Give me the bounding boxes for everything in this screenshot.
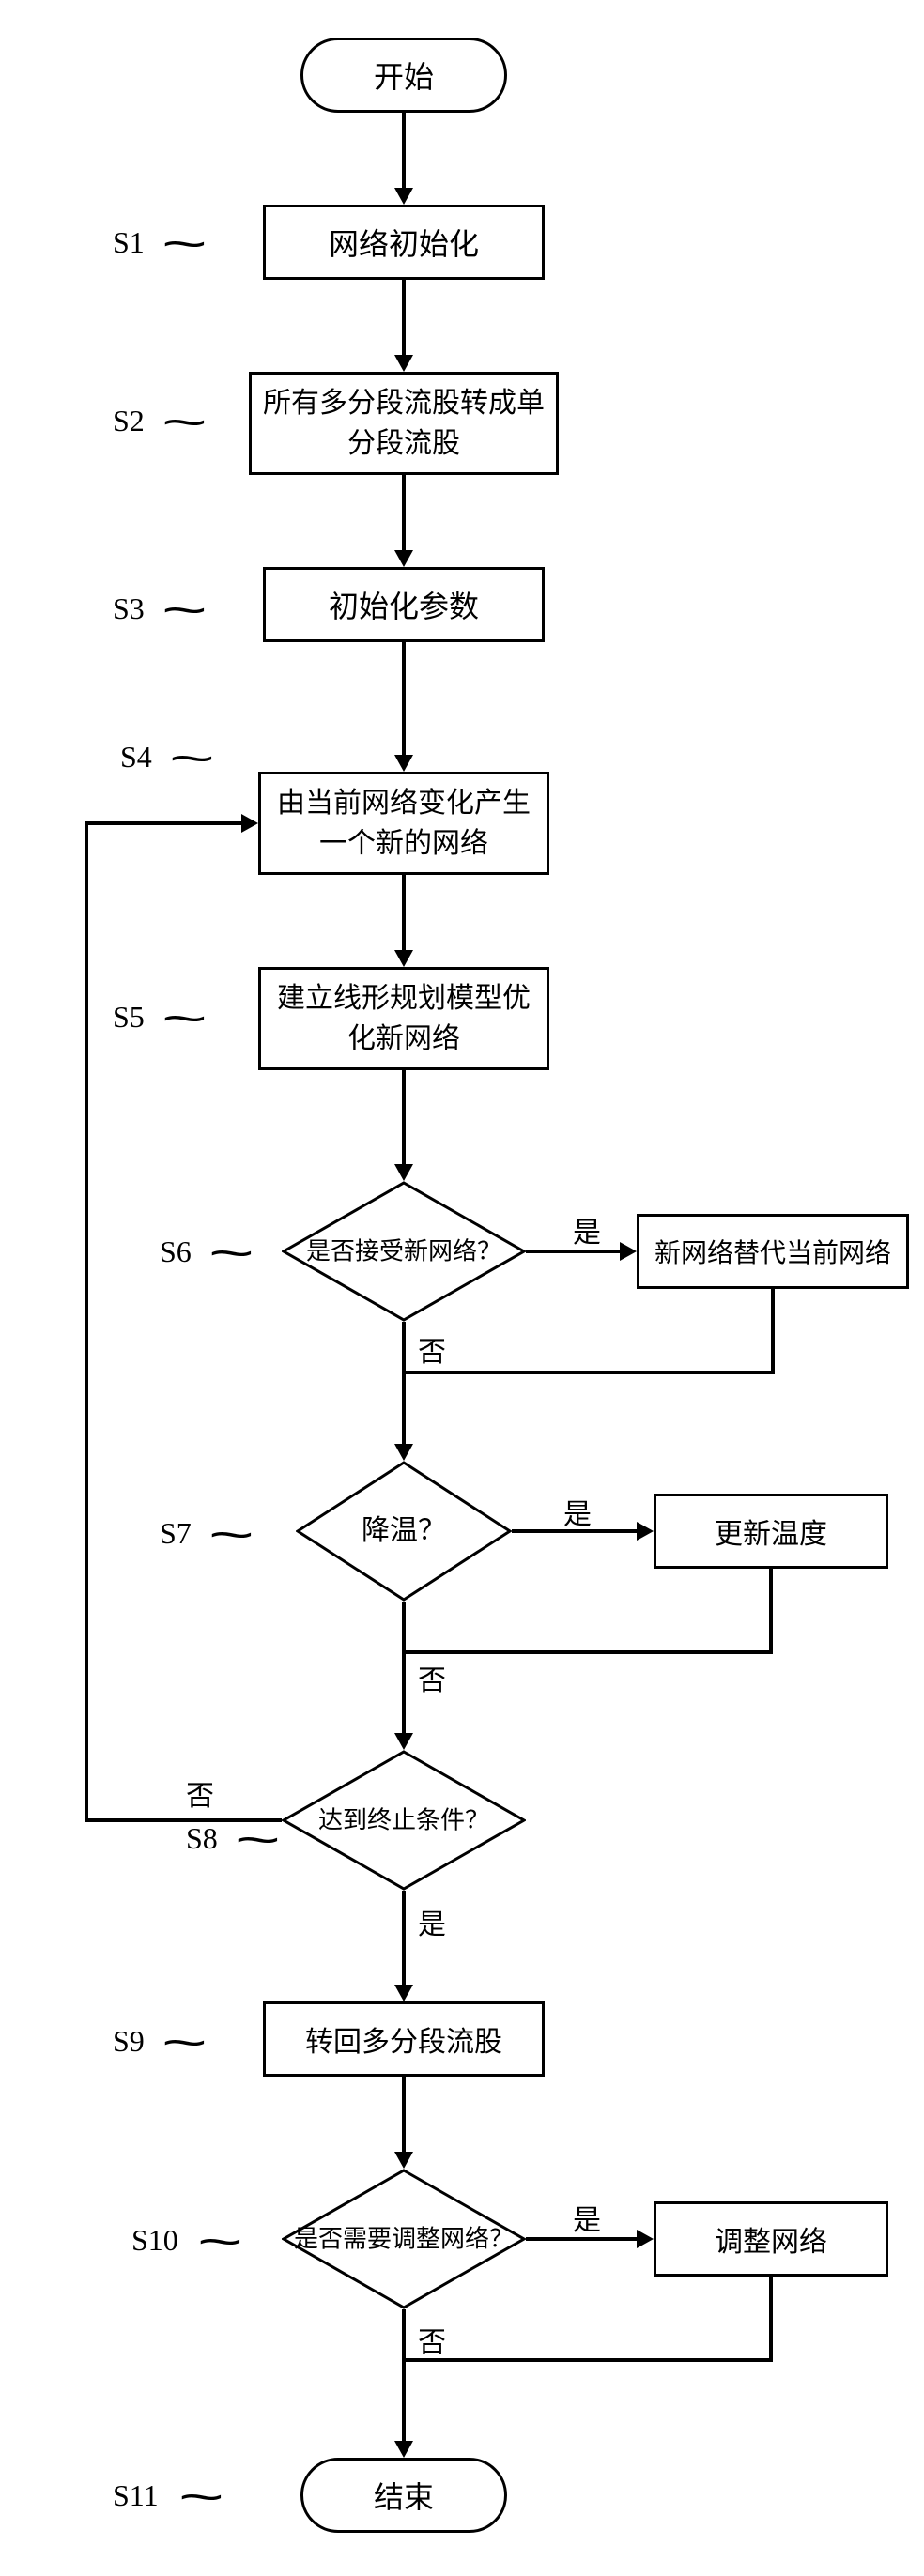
arrow-start-s1-head bbox=[394, 188, 413, 205]
s6r-node: 新网络替代当前网络 bbox=[637, 1214, 909, 1289]
arrow-s4-s5 bbox=[402, 875, 406, 950]
s7r-node: 更新温度 bbox=[654, 1494, 888, 1569]
s7r-return-h bbox=[406, 1650, 773, 1654]
s7-text: 降温？ bbox=[296, 1512, 512, 1551]
s8-loop-v bbox=[85, 823, 88, 1822]
s10r-return-h bbox=[406, 2358, 773, 2362]
s10r-text: 调整网络 bbox=[715, 2218, 827, 2260]
arrow-s1-s2-head bbox=[394, 355, 413, 372]
step-label-s4: S4 bbox=[120, 740, 152, 774]
s2-text: 所有多分段流股转成单分段流股 bbox=[259, 383, 548, 465]
s8-no-label: 否 bbox=[186, 1772, 214, 1814]
arrow-s2-s3-head bbox=[394, 550, 413, 567]
s3-node: 初始化参数 bbox=[263, 567, 545, 642]
end-text: 结束 bbox=[374, 2474, 434, 2517]
step-label-s8: S8 bbox=[186, 1821, 218, 1856]
s6-yes-label: 是 bbox=[573, 1209, 601, 1250]
arrow-s7-s8 bbox=[402, 1602, 406, 1733]
s10-yes-label: 是 bbox=[573, 2197, 601, 2238]
s8-yes-label: 是 bbox=[418, 1901, 446, 1942]
s10r-node: 调整网络 bbox=[654, 2201, 888, 2277]
arrow-s8-s9-head bbox=[394, 1985, 413, 2001]
s8-loop-head bbox=[241, 814, 258, 833]
start-text: 开始 bbox=[374, 54, 434, 97]
arrow-s5-s6 bbox=[402, 1070, 406, 1164]
arrow-s9-s10-head bbox=[394, 2152, 413, 2169]
tilde-s10: ~ bbox=[197, 2217, 243, 2270]
arrow-s7-yes bbox=[512, 1529, 637, 1533]
tilde-s4: ~ bbox=[169, 734, 215, 787]
s4-text: 由当前网络变化产生一个新的网络 bbox=[269, 783, 539, 865]
tilde-s6: ~ bbox=[208, 1229, 254, 1281]
s7r-return-v bbox=[769, 1569, 773, 1650]
arrow-s6-yes-head bbox=[620, 1242, 637, 1261]
step-label-s7: S7 bbox=[160, 1516, 192, 1551]
s4-node: 由当前网络变化产生一个新的网络 bbox=[258, 772, 549, 875]
s6r-return-h bbox=[406, 1371, 775, 1374]
s7-yes-label: 是 bbox=[563, 1491, 592, 1532]
tilde-s3: ~ bbox=[162, 586, 208, 638]
s9-node: 转回多分段流股 bbox=[263, 2001, 545, 2077]
arrow-s1-s2 bbox=[402, 280, 406, 355]
tilde-s2: ~ bbox=[162, 398, 208, 451]
s6r-return-v bbox=[771, 1289, 775, 1371]
s10r-return-v bbox=[769, 2277, 773, 2358]
s5-text: 建立线形规划模型优化新网络 bbox=[269, 978, 539, 1060]
step-label-s2: S2 bbox=[113, 404, 145, 438]
arrow-s7-s8-head bbox=[394, 1733, 413, 1750]
s10-node: 是否需要调整网络？ bbox=[282, 2169, 526, 2309]
s6-no-label: 否 bbox=[418, 1328, 446, 1370]
arrow-s6-s7-head bbox=[394, 1444, 413, 1461]
arrow-s6-yes bbox=[526, 1250, 620, 1253]
arrow-s2-s3 bbox=[402, 475, 406, 550]
s1-text: 网络初始化 bbox=[329, 221, 479, 264]
tilde-s1: ~ bbox=[162, 220, 208, 272]
tilde-s9: ~ bbox=[162, 2018, 208, 2071]
arrow-s5-s6-head bbox=[394, 1164, 413, 1181]
s7-no-label: 否 bbox=[418, 1657, 446, 1698]
s7-node: 降温？ bbox=[296, 1461, 512, 1602]
s6r-text: 新网络替代当前网络 bbox=[654, 1233, 891, 1270]
s8-text: 达到终止条件？ bbox=[282, 1803, 526, 1836]
tilde-s8: ~ bbox=[235, 1816, 281, 1868]
s3-text: 初始化参数 bbox=[329, 583, 479, 626]
arrow-s7-yes-head bbox=[637, 1522, 654, 1541]
step-label-s11: S11 bbox=[113, 2478, 159, 2513]
step-label-s1: S1 bbox=[113, 225, 145, 260]
s9-text: 转回多分段流股 bbox=[305, 2018, 502, 2060]
tilde-s11: ~ bbox=[178, 2473, 224, 2525]
step-label-s10: S10 bbox=[131, 2223, 178, 2258]
arrow-s9-s10 bbox=[402, 2077, 406, 2152]
s8-loop-h2 bbox=[85, 821, 241, 825]
flowchart-container: 开始 S1 ~ 网络初始化 S2 ~ 所有多分段流股转成单分段流股 S3 ~ 初… bbox=[0, 38, 924, 2538]
arrow-s8-s9 bbox=[402, 1891, 406, 1985]
s5-node: 建立线形规划模型优化新网络 bbox=[258, 967, 549, 1070]
arrow-s3-s4-head bbox=[394, 755, 413, 772]
arrow-s3-s4 bbox=[402, 642, 406, 755]
s10-text: 是否需要调整网络？ bbox=[282, 2222, 526, 2255]
start-node: 开始 bbox=[300, 38, 507, 113]
tilde-s5: ~ bbox=[162, 994, 208, 1047]
arrow-s10-end-head bbox=[394, 2441, 413, 2458]
end-node: 结束 bbox=[300, 2458, 507, 2533]
s7r-text: 更新温度 bbox=[715, 1510, 827, 1552]
arrow-s10-end bbox=[402, 2309, 406, 2441]
s2-node: 所有多分段流股转成单分段流股 bbox=[249, 372, 559, 475]
arrow-start-s1 bbox=[402, 113, 406, 188]
arrow-s10-yes bbox=[526, 2237, 637, 2241]
tilde-s7: ~ bbox=[208, 1510, 254, 1563]
s8-node: 达到终止条件？ bbox=[282, 1750, 526, 1891]
arrow-s10-yes-head bbox=[637, 2230, 654, 2248]
arrow-s4-s5-head bbox=[394, 950, 413, 967]
s1-node: 网络初始化 bbox=[263, 205, 545, 280]
step-label-s6: S6 bbox=[160, 1234, 192, 1269]
s6-text: 是否接受新网络？ bbox=[282, 1234, 526, 1267]
step-label-s3: S3 bbox=[113, 591, 145, 626]
s10-no-label: 否 bbox=[418, 2319, 446, 2360]
step-label-s9: S9 bbox=[113, 2024, 145, 2059]
s6-node: 是否接受新网络？ bbox=[282, 1181, 526, 1322]
arrow-s6-s7 bbox=[402, 1322, 406, 1444]
step-label-s5: S5 bbox=[113, 1000, 145, 1035]
s8-loop-h1 bbox=[85, 1818, 282, 1822]
